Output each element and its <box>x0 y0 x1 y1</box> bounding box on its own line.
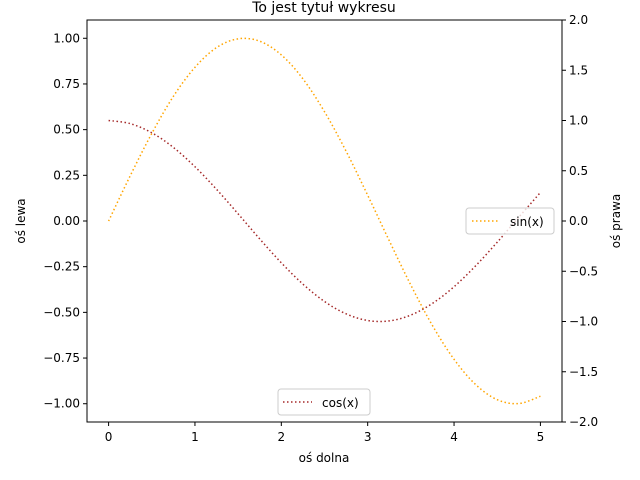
y-right-tick-label: 1.5 <box>569 63 588 77</box>
y-left-tick-label: 0.50 <box>53 123 80 137</box>
y-axis-left: 1.00 0.75 0.50 0.25 0.00 −0.25 −0.50 −0.75 −1.00 <box>43 31 87 411</box>
legend-cos: cos(x) <box>277 388 371 416</box>
y-right-tick-label: 1.0 <box>569 114 588 128</box>
y-left-tick-label: −1.00 <box>43 397 80 411</box>
legend-cos-box <box>277 388 371 416</box>
y-right-tick-label: 0.5 <box>569 164 588 178</box>
legend-sin-box <box>465 207 555 235</box>
y-axis-left-label: oś lewa <box>14 198 28 243</box>
legend-cos-label: cos(x) <box>322 396 359 410</box>
y-left-tick-label: −0.25 <box>43 260 80 274</box>
x-tick-label: 2 <box>277 430 285 444</box>
y-left-tick-label: 0.25 <box>53 168 80 182</box>
series-line-cos <box>108 119 541 323</box>
chart-title: To jest tytuł wykresu <box>251 0 396 16</box>
y-left-tick-label: −0.75 <box>43 351 80 365</box>
x-axis: 0 1 2 3 4 5 <box>105 422 544 444</box>
series-line-sin <box>107 37 541 405</box>
x-tick-label: 1 <box>191 430 199 444</box>
y-left-tick-label: 0.00 <box>53 214 80 228</box>
x-axis-label: oś dolna <box>299 451 350 465</box>
legend-sin: sin(x) <box>465 207 555 235</box>
plot-lines <box>107 37 541 405</box>
y-right-tick-label: −1.0 <box>569 315 598 329</box>
y-left-tick-label: 0.75 <box>53 77 80 91</box>
y-right-tick-label: 0.0 <box>569 214 588 228</box>
x-tick-label: 5 <box>537 430 545 444</box>
y-left-tick-label: −0.50 <box>43 305 80 319</box>
y-right-tick-label: 2.0 <box>569 13 588 27</box>
y-right-tick-label: −1.5 <box>569 365 598 379</box>
x-tick-label: 3 <box>364 430 372 444</box>
y-left-tick-label: 1.00 <box>53 31 80 45</box>
x-tick-label: 4 <box>450 430 458 444</box>
x-tick-label: 0 <box>105 430 113 444</box>
y-right-tick-label: −0.5 <box>569 264 598 278</box>
y-axis-right: 2.0 1.5 1.0 0.5 0.0 −0.5 −1.0 −1.5 −2.0 <box>562 13 598 429</box>
legend-sin-label: sin(x) <box>510 215 544 229</box>
y-right-tick-label: −2.0 <box>569 415 598 429</box>
y-axis-right-label: oś prawa <box>609 194 623 248</box>
